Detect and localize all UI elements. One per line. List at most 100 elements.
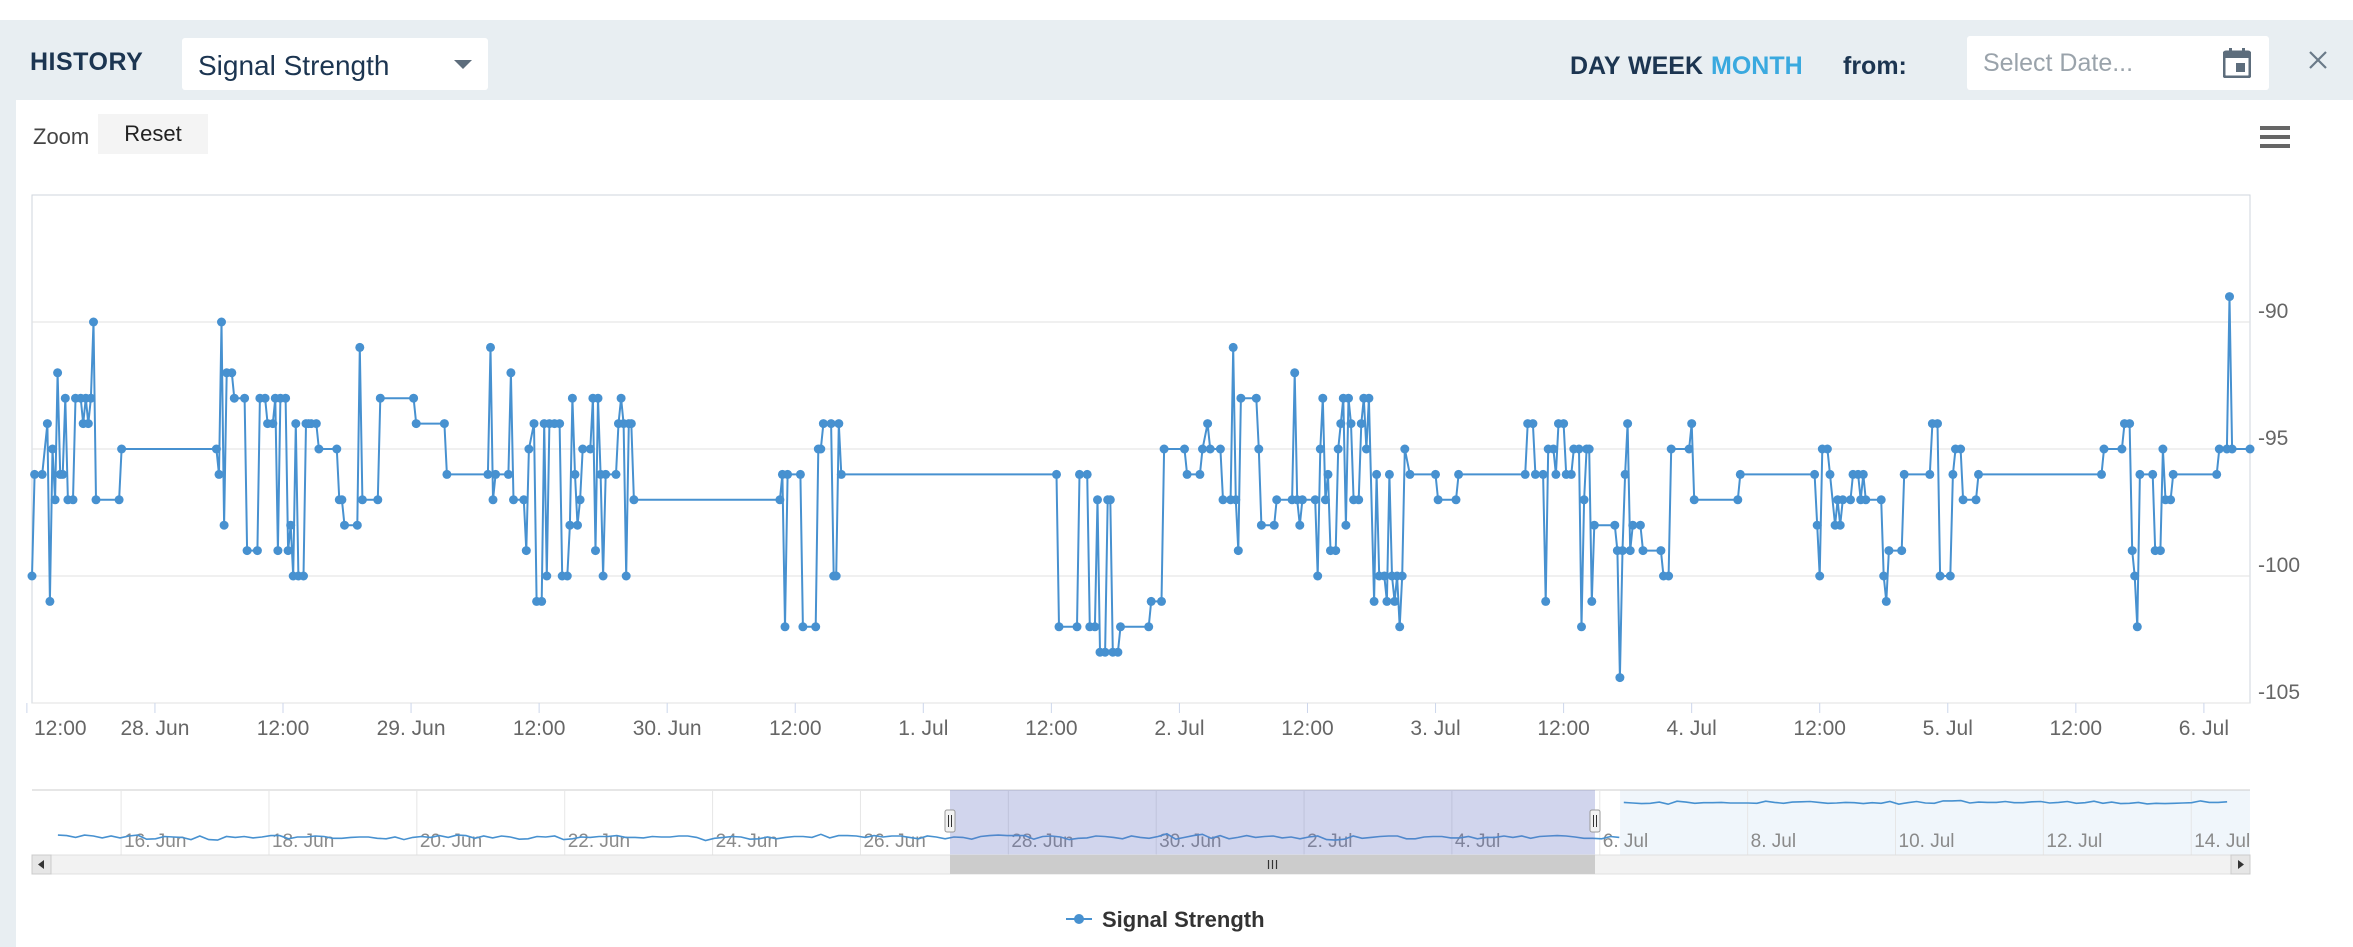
close-icon[interactable] — [2306, 48, 2330, 72]
data-point[interactable] — [1231, 495, 1241, 505]
data-point[interactable] — [2166, 495, 2176, 505]
data-point[interactable] — [53, 368, 63, 378]
data-point[interactable] — [86, 393, 96, 403]
data-point[interactable] — [1623, 419, 1633, 429]
data-point[interactable] — [521, 546, 531, 556]
data-point[interactable] — [1733, 495, 1743, 505]
data-point[interactable] — [783, 469, 793, 479]
data-point[interactable] — [1054, 622, 1064, 632]
data-point[interactable] — [626, 419, 636, 429]
data-point[interactable] — [1082, 469, 1092, 479]
data-point[interactable] — [1333, 444, 1343, 454]
data-point[interactable] — [1884, 546, 1894, 556]
data-point[interactable] — [1072, 622, 1082, 632]
data-point[interactable] — [1574, 444, 1584, 454]
data-point[interactable] — [68, 495, 78, 505]
data-point[interactable] — [1838, 495, 1848, 505]
data-point[interactable] — [314, 444, 324, 454]
data-point[interactable] — [621, 571, 631, 581]
data-point[interactable] — [1528, 419, 1538, 429]
data-point[interactable] — [1203, 419, 1213, 429]
data-point[interactable] — [2245, 444, 2255, 454]
data-point[interactable] — [1835, 520, 1845, 530]
data-point[interactable] — [1272, 495, 1282, 505]
data-point[interactable] — [268, 419, 278, 429]
data-point[interactable] — [488, 495, 498, 505]
data-point[interactable] — [1146, 596, 1156, 606]
data-point[interactable] — [1520, 469, 1530, 479]
data-point[interactable] — [2097, 469, 2106, 479]
data-point[interactable] — [1090, 622, 1100, 632]
range-month-button[interactable]: MONTH — [1711, 52, 1803, 80]
data-point[interactable] — [811, 622, 821, 632]
data-point[interactable] — [1180, 444, 1189, 454]
data-point[interactable] — [593, 393, 603, 403]
data-point[interactable] — [555, 419, 565, 429]
data-point[interactable] — [1100, 647, 1110, 657]
data-point[interactable] — [1290, 368, 1300, 378]
data-point[interactable] — [1372, 469, 1382, 479]
data-point[interactable] — [2168, 469, 2178, 479]
hamburger-menu-icon[interactable] — [2258, 122, 2292, 152]
data-point[interactable] — [375, 393, 385, 403]
data-point[interactable] — [1815, 571, 1825, 581]
data-point[interactable] — [45, 596, 55, 606]
data-point[interactable] — [2227, 444, 2237, 454]
data-point[interactable] — [836, 469, 846, 479]
data-point[interactable] — [1822, 444, 1832, 454]
data-point[interactable] — [89, 317, 98, 327]
data-point[interactable] — [2212, 469, 2222, 479]
data-point[interactable] — [1858, 469, 1868, 479]
data-point[interactable] — [2130, 571, 2140, 581]
data-point[interactable] — [1566, 469, 1576, 479]
data-point[interactable] — [273, 546, 283, 556]
data-point[interactable] — [491, 469, 501, 479]
data-point[interactable] — [1093, 495, 1102, 505]
data-point[interactable] — [1454, 469, 1464, 479]
data-point[interactable] — [27, 571, 37, 581]
data-point[interactable] — [1318, 393, 1328, 403]
data-point[interactable] — [1433, 495, 1443, 505]
data-point[interactable] — [42, 419, 52, 429]
data-point[interactable] — [1397, 571, 1407, 581]
reset-zoom-button[interactable]: Reset — [98, 114, 208, 154]
data-point[interactable] — [565, 520, 575, 530]
data-point[interactable] — [1625, 546, 1635, 556]
navigator-selection-mask[interactable] — [950, 790, 1595, 855]
data-point[interactable] — [1254, 444, 1264, 454]
data-point[interactable] — [585, 444, 595, 454]
data-point[interactable] — [1354, 495, 1364, 505]
data-point[interactable] — [1379, 571, 1389, 581]
data-point[interactable] — [1451, 495, 1461, 505]
metric-select[interactable]: Signal Strength — [182, 38, 488, 90]
data-point[interactable] — [311, 419, 321, 429]
data-point[interactable] — [1958, 495, 1968, 505]
data-point[interactable] — [1233, 546, 1243, 556]
data-point[interactable] — [1538, 469, 1548, 479]
data-point[interactable] — [486, 342, 495, 352]
data-point[interactable] — [283, 546, 293, 556]
data-point[interactable] — [409, 393, 419, 403]
data-point[interactable] — [117, 444, 127, 454]
data-point[interactable] — [1879, 571, 1889, 581]
data-point[interactable] — [260, 393, 270, 403]
data-point[interactable] — [1182, 469, 1192, 479]
data-point[interactable] — [629, 495, 639, 505]
data-point[interactable] — [1812, 520, 1822, 530]
data-point[interactable] — [1935, 571, 1945, 581]
data-point[interactable] — [2214, 444, 2224, 454]
data-point[interactable] — [1945, 571, 1955, 581]
data-point[interactable] — [1382, 596, 1392, 606]
data-point[interactable] — [217, 317, 226, 327]
data-point[interactable] — [575, 495, 585, 505]
data-point[interactable] — [1589, 520, 1599, 530]
navigator-handle-left[interactable] — [944, 809, 956, 833]
data-point[interactable] — [252, 546, 262, 556]
data-point[interactable] — [537, 596, 547, 606]
data-point[interactable] — [1530, 469, 1540, 479]
data-point[interactable] — [1587, 596, 1597, 606]
data-point[interactable] — [601, 469, 611, 479]
data-point[interactable] — [567, 393, 577, 403]
data-point[interactable] — [1559, 419, 1569, 429]
data-point[interactable] — [1144, 622, 1154, 632]
